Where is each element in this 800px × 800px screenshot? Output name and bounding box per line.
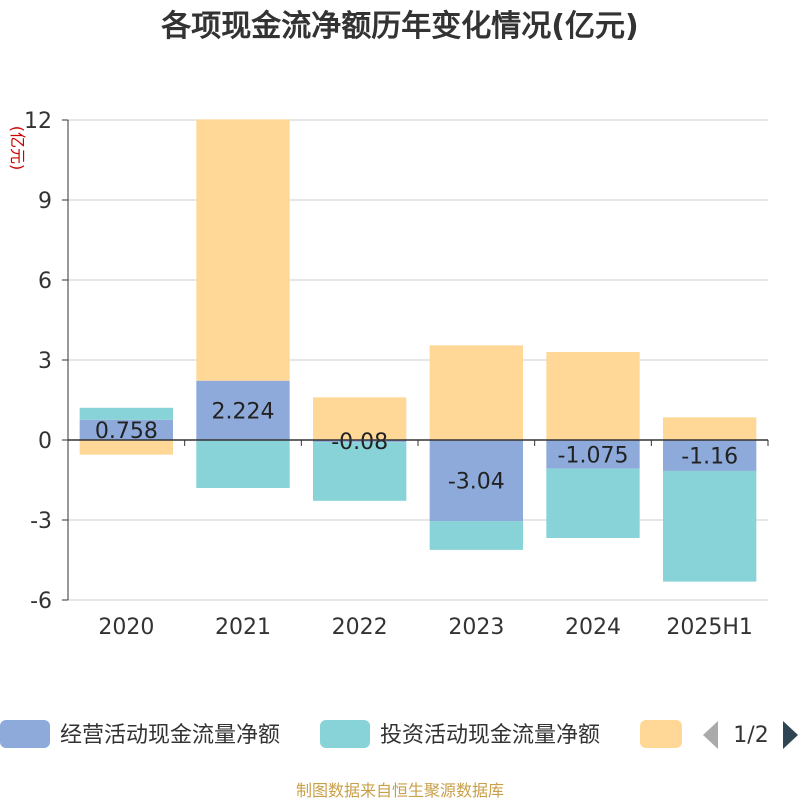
bar-s1-2024	[546, 468, 640, 538]
chart-title: 各项现金流净额历年变化情况(亿元)	[160, 9, 638, 44]
legend-swatch-operating[interactable]	[0, 720, 50, 748]
bar-s0-2020	[79, 419, 173, 440]
legend-swatch-third[interactable]	[640, 720, 682, 748]
data-label: 2.224	[212, 399, 275, 424]
axes-layer: -6 -3 0 3 6 9 12 2020 2021 2022 2023 2024 2025H1	[24, 109, 769, 640]
x-tick-label: 2020	[98, 615, 154, 640]
legend-next-page-icon[interactable]	[783, 721, 798, 749]
x-tick-label: 2022	[332, 615, 388, 640]
bar-s2-2022	[313, 397, 407, 440]
y-tick-label: -6	[30, 589, 52, 614]
bar-s0-2022	[313, 440, 407, 443]
bar-s1-2022	[313, 442, 407, 501]
legend-swatch-investing[interactable]	[320, 720, 370, 748]
bar-s1-2023	[429, 521, 523, 550]
bar-s1-2020	[79, 407, 173, 420]
y-axis-label: (亿元)	[8, 126, 27, 171]
bar-s0-2021	[196, 380, 290, 440]
legend-label-operating[interactable]: 经营活动现金流量净额	[60, 723, 280, 748]
footer-source: 制图数据来自恒生聚源数据库	[296, 781, 504, 800]
data-label: -3.04	[448, 470, 505, 495]
bar-s2-2023	[429, 345, 523, 440]
y-tick-label: -3	[30, 509, 52, 534]
y-tick-label: 9	[38, 189, 52, 214]
grid-lines	[68, 119, 768, 601]
x-tick-label: 2023	[448, 615, 504, 640]
y-tick-label: 12	[24, 109, 52, 134]
bar-s1-2025H1	[663, 470, 757, 582]
bar-s1-2021	[196, 440, 290, 488]
bar-s2-2021	[196, 119, 290, 381]
legend-label-investing[interactable]: 投资活动现金流量净额	[380, 723, 600, 748]
y-tick-label: 0	[38, 429, 52, 454]
x-tick-label: 2021	[215, 615, 271, 640]
data-label: -0.08	[331, 430, 388, 455]
y-tick-label: 3	[38, 349, 52, 374]
bar-s2-2024	[546, 352, 640, 440]
legend-prev-page-icon[interactable]	[703, 721, 718, 749]
bar-s2-2020	[79, 440, 173, 455]
bar-s0-2024	[546, 440, 640, 469]
legend-page-indicator: 1/2	[733, 723, 768, 748]
x-tick-label: 2024	[565, 615, 621, 640]
bars-layer	[79, 119, 757, 582]
data-label: -1.075	[558, 443, 629, 468]
bar-s0-2023	[429, 440, 523, 522]
bar-s2-2025H1	[663, 417, 757, 440]
y-tick-label: 6	[38, 269, 52, 294]
legend: 经营活动现金流量净额 投资活动现金流量净额 1/2	[0, 720, 798, 749]
bar-s0-2025H1	[663, 440, 757, 471]
x-tick-label: 2025H1	[666, 615, 753, 640]
data-label: -1.16	[681, 444, 738, 469]
